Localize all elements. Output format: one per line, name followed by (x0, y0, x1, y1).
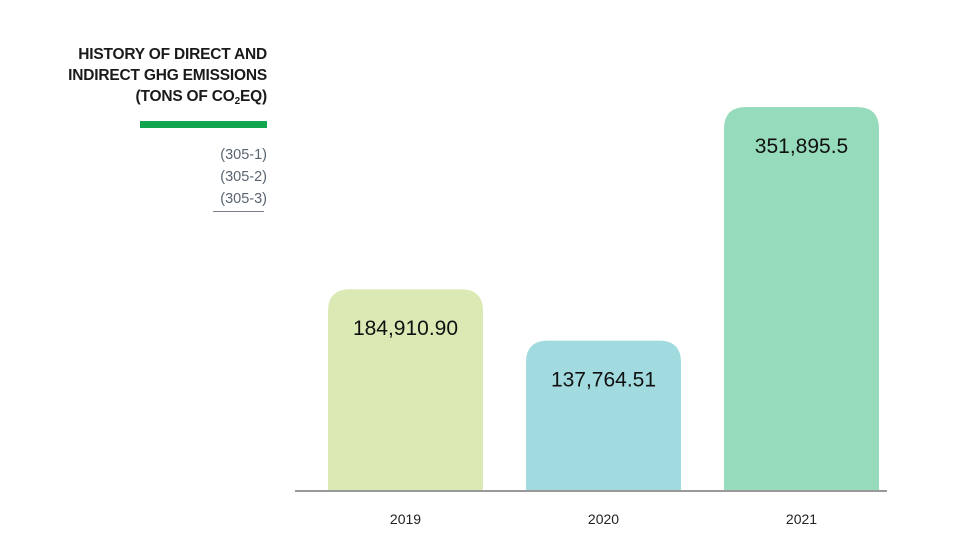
gri-reference: (305-3) (220, 191, 267, 207)
chart-title-unit-prefix: (TONS OF CO (135, 88, 235, 105)
chart-title-unit-subscript: 2 (234, 96, 241, 107)
title-accent-bar (140, 121, 267, 128)
x-tick-label-2020: 2020 (588, 511, 619, 527)
gri-reference: (305-1) (220, 147, 267, 163)
data-label-2019: 184,910.90 (353, 317, 458, 340)
data-label-2020: 137,764.51 (551, 369, 656, 392)
chart-title-line-1: HISTORY OF DIRECT AND (78, 46, 267, 63)
chart-title-line-3: (TONS OF CO2EQ) (30, 86, 268, 107)
chart-title: HISTORY OF DIRECT AND INDIRECT GHG EMISS… (30, 44, 267, 107)
chart-title-line-2: INDIRECT GHG EMISSIONS (68, 67, 267, 84)
bar-2019 (328, 289, 483, 491)
gri-references: (305-1) (305-2) (305-3) (220, 144, 267, 210)
chart-title-unit-suffix: EQ) (240, 88, 267, 105)
references-underline (213, 211, 264, 212)
data-label-2021: 351,895.5 (755, 135, 848, 158)
x-tick-label-2019: 2019 (390, 511, 421, 527)
x-tick-label-2021: 2021 (786, 511, 817, 527)
bar-2020 (526, 340, 681, 491)
bar-2021 (724, 107, 879, 491)
gri-reference: (305-2) (220, 169, 267, 185)
